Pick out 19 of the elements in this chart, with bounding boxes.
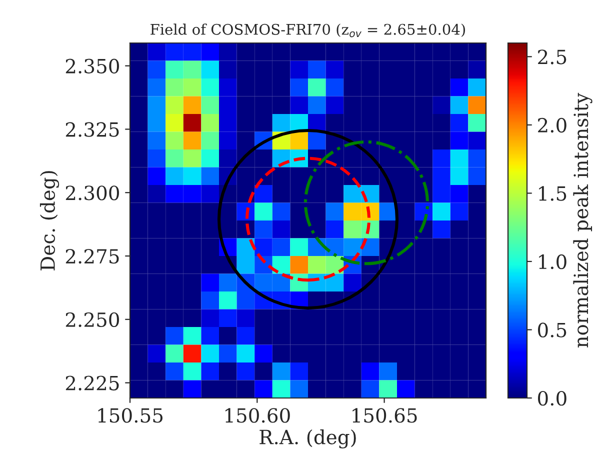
color-bar-label: 1.5 — [539, 186, 566, 201]
chart-title: Field of COSMOS-FRI70 (z$_{ov}$ = 2.65±0.04) — [150, 24, 465, 38]
y-tick-label: 2.250 — [66, 312, 119, 328]
x-tick-label: 150.65 — [352, 408, 417, 423]
color-bar-label: 2.5 — [538, 50, 566, 64]
y-axis-title: Dec. (deg) — [40, 171, 60, 270]
y-tick-label: 2.225 — [66, 376, 119, 390]
y-tick-label: 2.300 — [66, 186, 119, 200]
x-tick-label: 150.60 — [225, 408, 290, 423]
y-tick-label: 2.350 — [66, 58, 119, 74]
color-bar-label: 0.5 — [538, 322, 566, 338]
color-bar-label: 0.0 — [538, 390, 566, 406]
x-axis-title: R.A. (deg) — [260, 429, 356, 448]
y-tick-label: 2.275 — [66, 248, 119, 264]
color-bar-label: 1.0 — [539, 254, 566, 270]
color-bar-label: 2.0 — [538, 118, 566, 133]
color-bar-title: normalized peak intensity — [573, 92, 592, 348]
y-tick-label: 2.325 — [66, 122, 119, 137]
x-tick-label: 150.55 — [98, 408, 163, 423]
